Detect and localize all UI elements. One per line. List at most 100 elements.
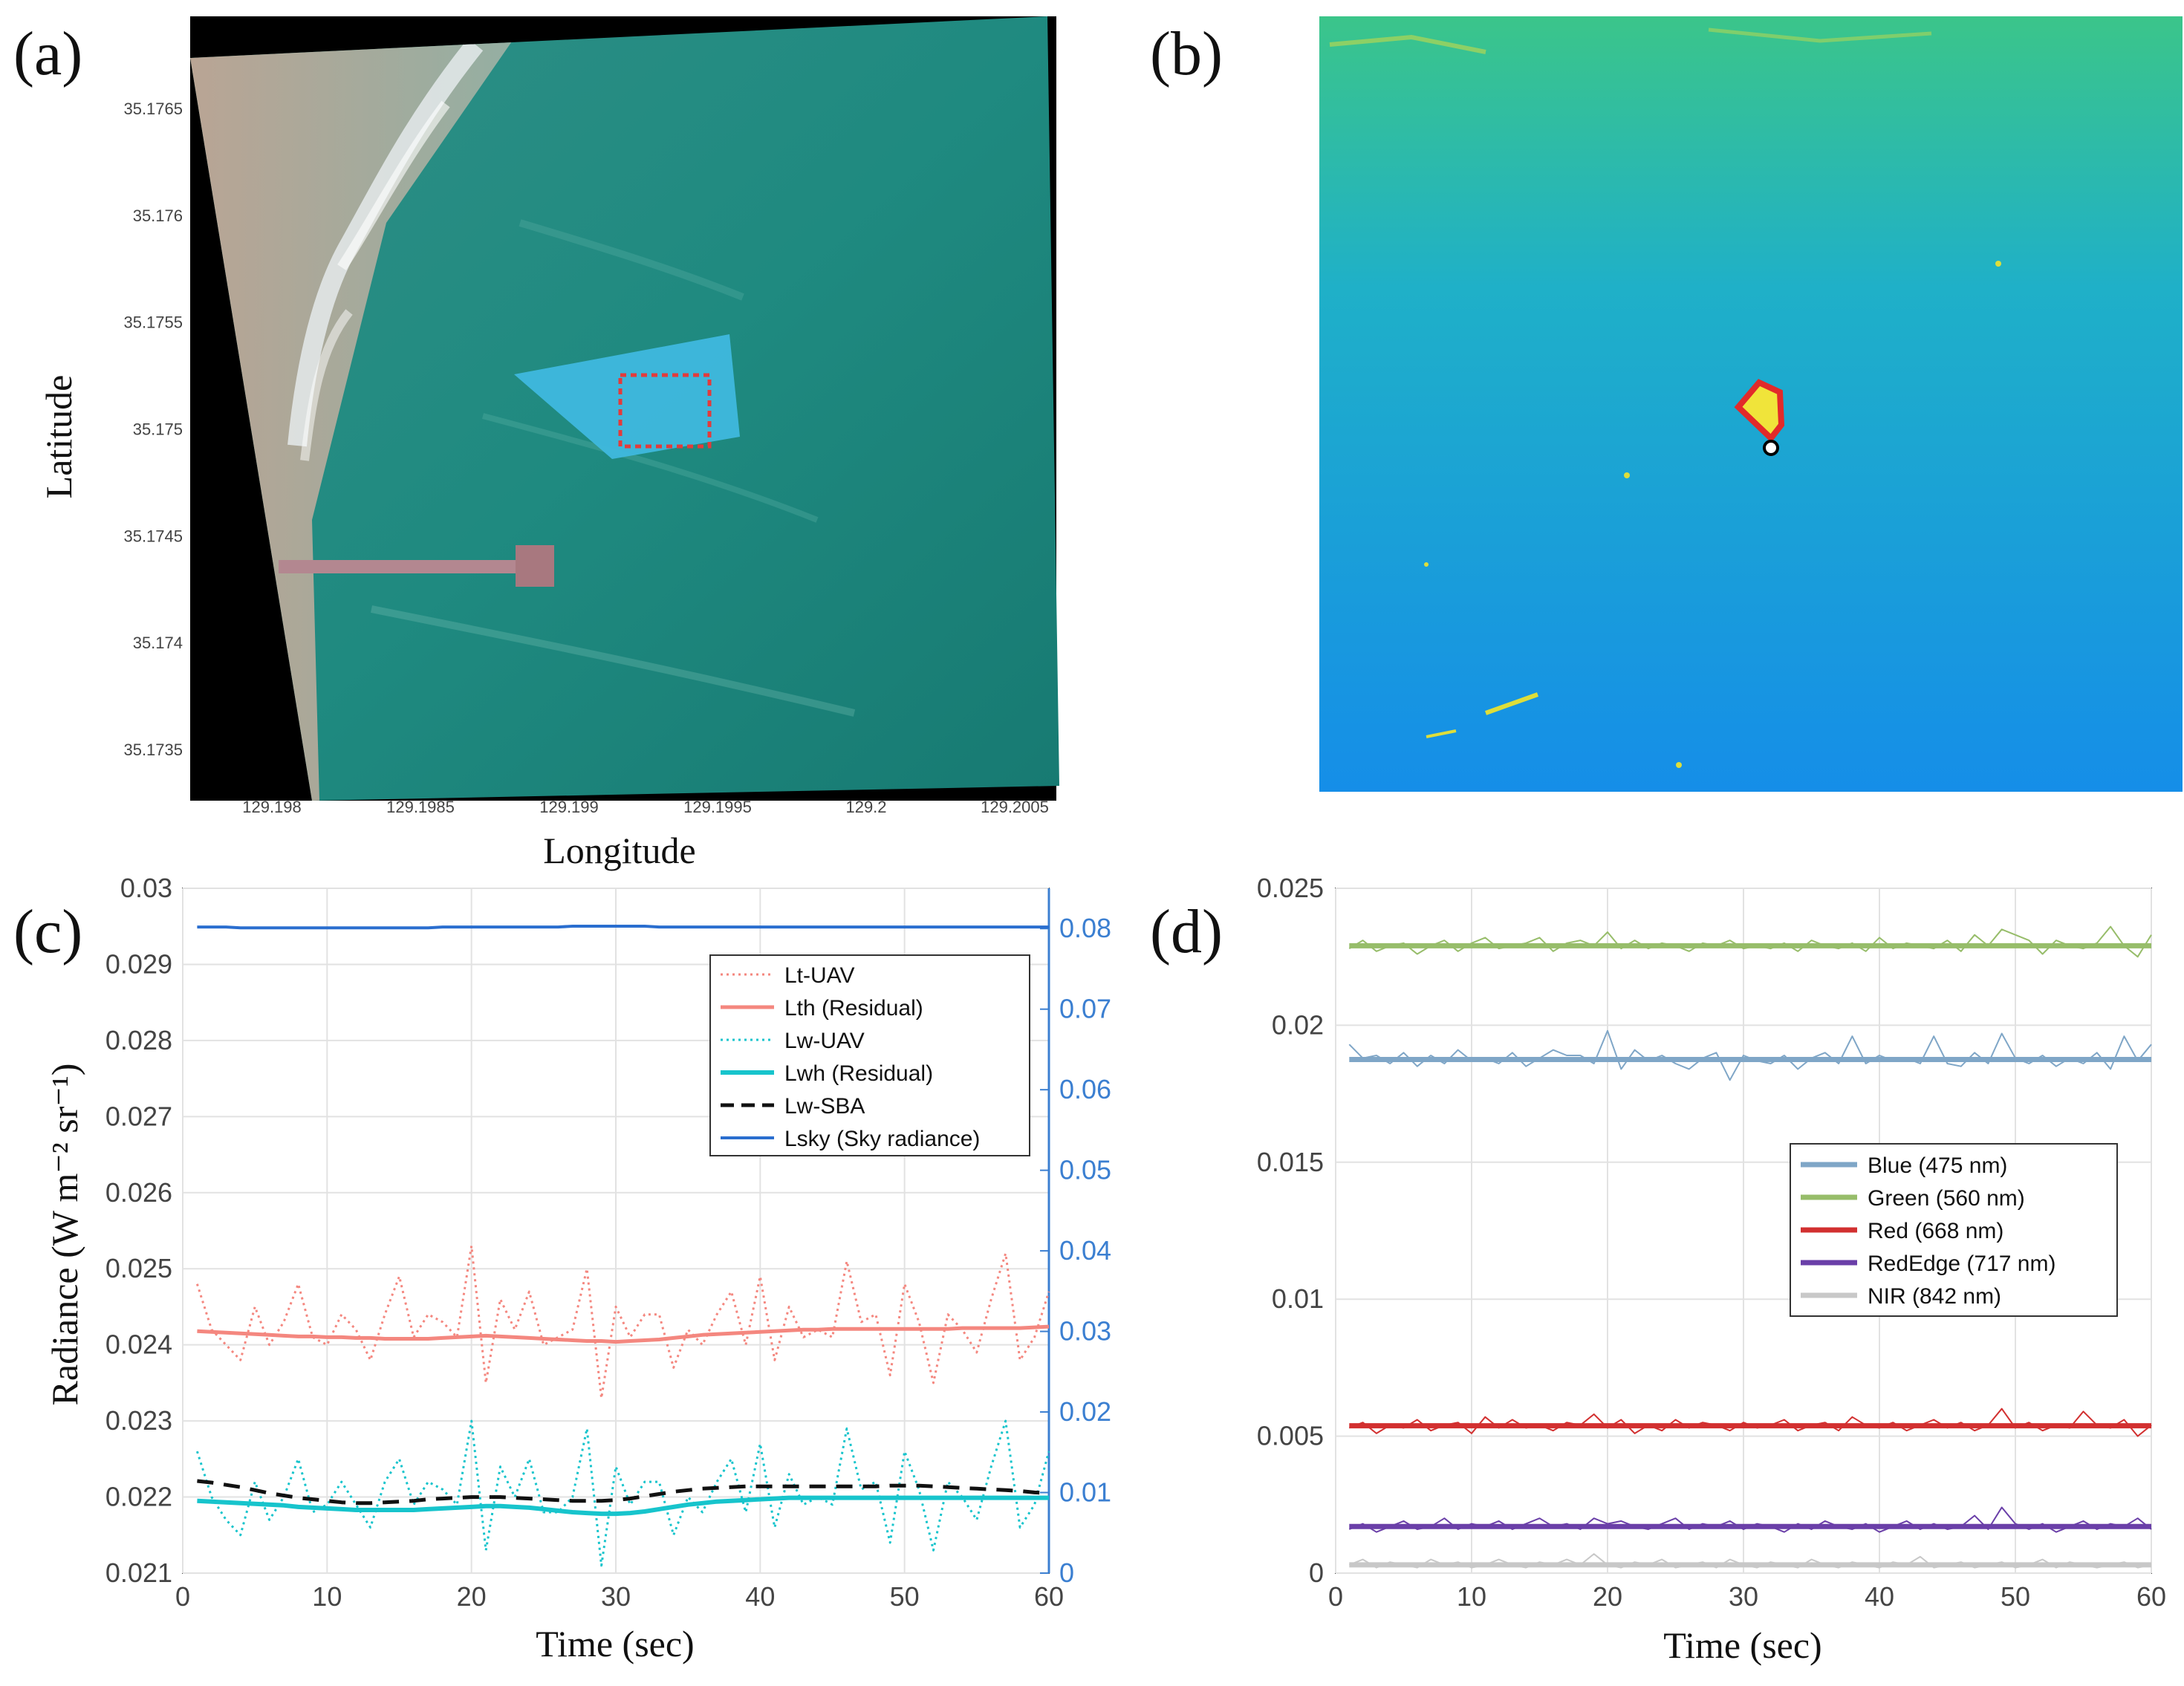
c-y2-tick-label: 0.08: [1059, 913, 1111, 943]
panel-c: (c) 0 10 20 30 40 50 60 0.0210.0220.0230.0240.…: [13, 873, 1111, 1664]
c-y-tick-label: 0.029: [105, 948, 172, 979]
d-y-tick-label: 0.01: [1272, 1283, 1324, 1314]
c-y2-tick-labels: 0 0.01 0.02 0.03 0.04 0.05 0.06 0.07 0.08: [1059, 913, 1111, 1588]
c-legend-label: Lth (Residual): [784, 996, 923, 1021]
a-x-tick-label: 129.2: [845, 798, 886, 816]
c-y2-tick-label: 0.05: [1059, 1155, 1111, 1185]
c-legend-label: Lt-UAV: [784, 963, 854, 988]
c-y-tick-label: 0.024: [105, 1329, 172, 1360]
c-x-tick-label: 30: [601, 1581, 631, 1612]
d-legend-label: RedEdge (717 nm): [1868, 1252, 2055, 1276]
c-x-tick-label: 0: [175, 1581, 190, 1612]
a-x-tick-label: 129.198: [242, 798, 302, 816]
c-series-line: [195, 1419, 1050, 1567]
c-y2-tick-label: 0.01: [1059, 1477, 1111, 1508]
c-y-tick-label: 0.022: [105, 1482, 172, 1512]
c-y-tick-label: 0.023: [105, 1405, 172, 1436]
a-x-tick-label: 129.199: [539, 798, 599, 816]
a-y-axis-title: Latitude: [38, 375, 79, 499]
d-x-tick-label: 0: [1328, 1581, 1343, 1612]
panel-c-label: (c): [13, 897, 82, 966]
d-x-tick-labels: 0 10 20 30 40 50 60: [1328, 1581, 2166, 1612]
c-y-tick-label: 0.03: [120, 873, 172, 903]
d-y-tick-labels: 0 0.005 0.01 0.015 0.02 0.025: [1257, 873, 1324, 1588]
a-x-axis-title: Longitude: [543, 830, 696, 871]
c-y2-tick-label: 0.07: [1059, 994, 1111, 1024]
a-y-tick-label: 35.1765: [123, 100, 183, 118]
station-marker: [1763, 440, 1779, 456]
d-y-tick-label: 0.015: [1257, 1147, 1324, 1177]
c-y2-tick-label: 0.04: [1059, 1235, 1111, 1266]
c-x-tick-label: 50: [890, 1581, 920, 1612]
c-legend: Lt-UAV Lth (Residual) Lw-UAV Lwh (Residual)…: [709, 954, 1030, 1156]
d-y-tick-label: 0.02: [1272, 1009, 1324, 1040]
panel-b-label: (b): [1150, 19, 1223, 88]
c-y-axis-title: Radiance (W m⁻² sr⁻¹): [44, 1064, 85, 1406]
c-series-line: [197, 925, 1049, 930]
panel-a-label: (a): [13, 19, 82, 88]
a-x-tick-label: 129.1985: [386, 798, 455, 816]
a-y-tick-label: 35.175: [133, 420, 183, 439]
c-y-tick-labels: 0.021 0.022 0.023 0.024 0.025 0.026 0.027 0.028…: [105, 873, 172, 1588]
study-area: [514, 334, 740, 459]
d-x-tick-label: 20: [1593, 1581, 1622, 1612]
d-grid: [1335, 888, 2152, 1574]
c-y2-tick-label: 0.06: [1059, 1074, 1111, 1104]
c-legend-box: [709, 954, 1030, 1156]
roi-box: [618, 373, 712, 449]
c-y-tick-label: 0.025: [105, 1253, 172, 1283]
c-x-tick-label: 20: [457, 1581, 487, 1612]
d-legend-label: Green (560 nm): [1868, 1186, 2025, 1211]
roi-polygon: [1734, 379, 1785, 443]
d-y-tick-label: 0: [1309, 1558, 1324, 1588]
d-x-tick-label: 30: [1729, 1581, 1758, 1612]
a-y-tick-label: 35.1755: [123, 313, 183, 332]
panel-d: (d) 0 10 20 30 40 50 60 0 0.005 0.01 0.015 0.02 0.0…: [1150, 873, 2166, 1666]
c-y2-tick-label: 0.03: [1059, 1316, 1111, 1347]
panel-a: (a) 129.198 129.1985 129.199 129.1995 129.2 1…: [13, 16, 1059, 871]
a-y-tick-label: 35.176: [133, 206, 183, 225]
c-series-line: [197, 1495, 1049, 1517]
a-x-tick-label: 129.1995: [683, 798, 752, 816]
c-legend-label: Lw-SBA: [784, 1094, 865, 1119]
c-series-line: [197, 1479, 1050, 1506]
d-x-tick-label: 50: [2001, 1581, 2030, 1612]
c-x-tick-label: 60: [1034, 1581, 1064, 1612]
c-y2-tick-label: 0: [1059, 1558, 1074, 1588]
d-legend-label: NIR (842 nm): [1868, 1284, 2001, 1309]
c-y-tick-label: 0.028: [105, 1025, 172, 1055]
pier: [279, 560, 535, 573]
c-series-line: [197, 1324, 1050, 1344]
d-x-tick-label: 10: [1457, 1581, 1486, 1612]
c-x-tick-labels: 0 10 20 30 40 50 60: [175, 1581, 1064, 1612]
a-y-tick-label: 35.1745: [123, 527, 183, 545]
c-x-tick-label: 40: [745, 1581, 775, 1612]
d-x-axis-title: Time (sec): [1663, 1624, 1821, 1666]
a-y-tick-labels: 35.1765 35.176 35.1755 35.175 35.1745 35.174 3…: [123, 100, 183, 759]
c-legend-label: Lwh (Residual): [784, 1061, 933, 1086]
d-x-tick-label: 60: [2136, 1581, 2166, 1612]
map-specks: [1329, 27, 2001, 768]
c-y-tick-label: 0.026: [105, 1177, 172, 1208]
c-legend-label: Lsky (Sky radiance): [784, 1127, 980, 1151]
d-series: [1348, 925, 2152, 1569]
a-x-tick-labels: 129.198 129.1985 129.199 129.1995 129.2 129.2…: [242, 798, 1049, 816]
d-x-tick-label: 40: [1865, 1581, 1894, 1612]
c-legend-label: Lw-UAV: [784, 1029, 865, 1053]
panel-d-label: (d): [1150, 897, 1223, 966]
pier-head: [516, 545, 554, 587]
d-legend: Blue (475 nm) Green (560 nm) Red (668 nm) R…: [1790, 1143, 2118, 1317]
panel-b: (b): [1150, 16, 2183, 792]
a-y-tick-label: 35.1735: [123, 741, 183, 759]
c-x-tick-label: 10: [312, 1581, 342, 1612]
c-x-axis-title: Time (sec): [536, 1623, 694, 1664]
a-x-tick-label: 129.2005: [981, 798, 1049, 816]
c-series: [195, 925, 1050, 1567]
d-y-tick-label: 0.025: [1257, 873, 1324, 903]
c-y2-tick-label: 0.02: [1059, 1396, 1111, 1427]
d-legend-label: Red (668 nm): [1868, 1219, 2003, 1243]
d-legend-label: Blue (475 nm): [1868, 1153, 2007, 1178]
c-y-tick-label: 0.021: [105, 1558, 172, 1588]
c-y-tick-label: 0.027: [105, 1101, 172, 1131]
